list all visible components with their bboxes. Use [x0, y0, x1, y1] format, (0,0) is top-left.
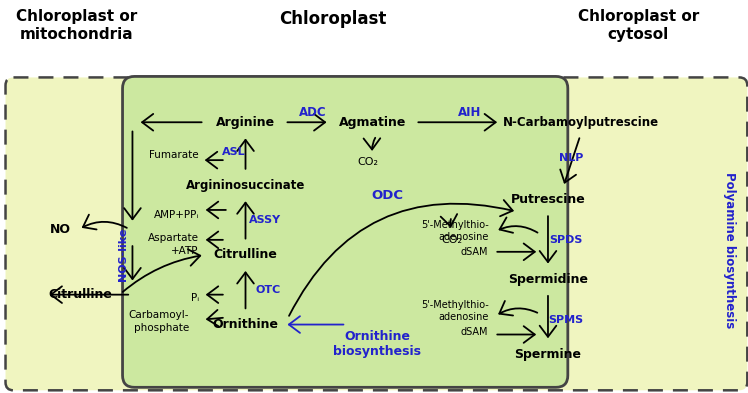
Text: SPMS: SPMS [548, 314, 583, 325]
Text: AMP+PPᵢ: AMP+PPᵢ [153, 210, 199, 220]
Text: Pᵢ: Pᵢ [191, 293, 199, 303]
Text: +ATP: +ATP [171, 246, 199, 256]
Text: Citrulline: Citrulline [214, 248, 278, 261]
Text: AIH: AIH [458, 106, 481, 119]
Text: NO: NO [49, 223, 70, 236]
Text: Citrulline: Citrulline [48, 288, 112, 301]
Text: Agmatine: Agmatine [339, 116, 406, 129]
Text: dSAM: dSAM [461, 327, 488, 336]
Text: CO₂: CO₂ [441, 235, 462, 245]
Text: SPDS: SPDS [549, 235, 583, 245]
Text: 5'-Methylthio-: 5'-Methylthio- [420, 299, 488, 310]
Text: Chloroplast or
cytosol: Chloroplast or cytosol [577, 9, 699, 42]
Text: ASL: ASL [222, 147, 245, 157]
Text: Ornithine
biosynthesis: Ornithine biosynthesis [334, 331, 421, 358]
Text: Argininosuccinate: Argininosuccinate [186, 178, 305, 191]
Text: Spermine: Spermine [515, 348, 581, 361]
Text: Chloroplast or
mitochondria: Chloroplast or mitochondria [16, 9, 138, 42]
Text: Arginine: Arginine [216, 116, 275, 129]
Text: OTC: OTC [256, 285, 281, 295]
Text: ODC: ODC [371, 189, 403, 202]
Text: adenosine: adenosine [438, 312, 488, 321]
Text: Spermidine: Spermidine [508, 273, 588, 286]
Text: adenosine: adenosine [438, 232, 488, 242]
Text: 5'-Methylthio-: 5'-Methylthio- [420, 220, 488, 230]
Text: phosphate: phosphate [134, 323, 189, 332]
FancyBboxPatch shape [123, 76, 568, 387]
Text: Chloroplast: Chloroplast [279, 10, 387, 28]
Text: CO₂: CO₂ [357, 157, 378, 167]
Text: N-Carbamoylputrescine: N-Carbamoylputrescine [503, 116, 659, 129]
Text: Fumarate: Fumarate [150, 150, 199, 160]
Text: Aspartate: Aspartate [148, 233, 199, 243]
Text: NLP: NLP [559, 153, 583, 163]
Text: ADC: ADC [299, 106, 327, 119]
FancyBboxPatch shape [5, 77, 747, 390]
Text: Ornithine: Ornithine [212, 318, 278, 331]
Text: dSAM: dSAM [461, 247, 488, 257]
Text: Polyamine biosynthesis: Polyamine biosynthesis [723, 172, 736, 328]
Text: Putrescine: Putrescine [511, 193, 586, 206]
Text: NOS-like: NOS-like [117, 228, 128, 281]
Text: Carbamoyl-: Carbamoyl- [129, 310, 189, 320]
Text: ASSY: ASSY [249, 215, 281, 225]
